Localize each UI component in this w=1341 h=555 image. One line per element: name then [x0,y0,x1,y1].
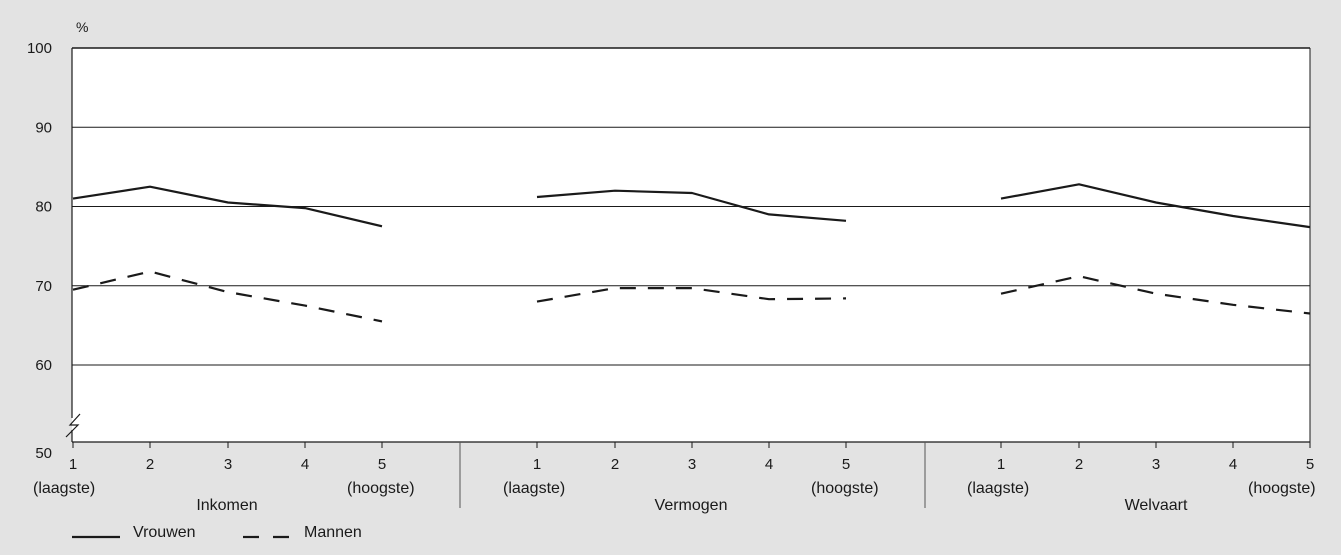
x-tick-label: 3 [688,456,696,473]
series-line-mannen-inkomen [72,270,383,323]
series-line-mannen-welvaart [1000,275,1311,315]
x-tick-label: 2 [1075,456,1083,473]
y-tick-label: 70 [35,278,52,295]
x-tick-label: 5 [1306,456,1314,473]
y-tick-label: 60 [35,357,52,374]
series-line-vrouwen-vermogen [536,189,847,222]
x-tick-label: 1 [997,456,1005,473]
legend: Vrouwen Mannen [72,524,362,541]
x-tick-label: 3 [1152,456,1160,473]
series-line-vrouwen-inkomen [72,185,383,228]
x-tick-label: 4 [1229,456,1237,473]
series-line-vrouwen-welvaart [1000,183,1311,229]
y-tick-label: 90 [35,119,52,136]
unit-label: % [76,19,88,35]
x-high-label: (hoogste) [1248,480,1316,497]
y-tick-label: 100 [27,40,52,57]
legend-label-mannen: Mannen [304,524,362,541]
series-line-mannen-vermogen [536,287,847,303]
group-label: Welvaart [1125,497,1188,514]
x-tick-label: 5 [842,456,850,473]
x-tick-label: 3 [224,456,232,473]
x-low-label: (laagste) [33,480,95,497]
group-label: Inkomen [196,497,257,514]
x-tick-label: 2 [146,456,154,473]
x-tick-label: 5 [378,456,386,473]
plot-area [72,48,1310,442]
y-tick-label: 80 [35,199,52,216]
x-low-label: (laagste) [967,480,1029,497]
group-label: Vermogen [655,497,728,514]
axis-break-mark [65,413,81,438]
x-high-label: (hoogste) [811,480,879,497]
x-tick-label: 1 [69,456,77,473]
x-tick-label: 4 [301,456,309,473]
y-tick-label: 50 [35,445,52,462]
x-low-label: (laagste) [503,480,565,497]
x-tick-label: 4 [765,456,773,473]
x-high-label: (hoogste) [347,480,415,497]
x-tick-label: 1 [533,456,541,473]
x-tick-label: 2 [611,456,619,473]
legend-label-vrouwen: Vrouwen [133,524,196,541]
